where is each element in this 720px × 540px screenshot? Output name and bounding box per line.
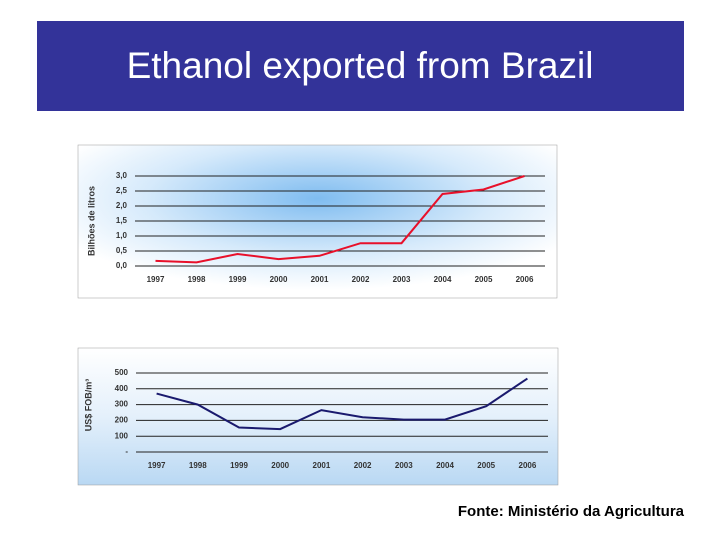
- x-tick-label: 1997: [148, 461, 166, 470]
- x-tick-label: 1998: [188, 275, 206, 284]
- y-tick-label: 2,0: [116, 201, 128, 210]
- x-tick-label: 2005: [475, 275, 493, 284]
- y-tick-label: -: [125, 447, 128, 456]
- x-tick-label: 1999: [229, 275, 247, 284]
- x-tick-label: 2002: [352, 275, 370, 284]
- source-note: Fonte: Ministério da Agricultura: [458, 503, 685, 520]
- chart-panel: [77, 347, 559, 486]
- y-axis-label: US$ FOB/m³: [83, 379, 93, 432]
- x-tick-label: 2006: [516, 275, 534, 284]
- x-tick-label: 2001: [311, 275, 329, 284]
- x-tick-label: 1998: [189, 461, 207, 470]
- y-tick-label: 200: [115, 416, 129, 425]
- x-tick-label: 2005: [477, 461, 495, 470]
- x-tick-label: 1997: [147, 275, 165, 284]
- y-tick-label: 100: [115, 431, 129, 440]
- x-tick-label: 2002: [354, 461, 372, 470]
- y-tick-label: 400: [115, 384, 129, 393]
- x-tick-label: 2003: [393, 275, 411, 284]
- data-line: [156, 377, 528, 431]
- x-tick-label: 2003: [395, 461, 413, 470]
- y-tick-label: 1,5: [116, 216, 128, 225]
- x-tick-label: 2004: [436, 461, 454, 470]
- y-tick-label: 500: [115, 368, 129, 377]
- data-line: [155, 175, 525, 264]
- y-tick-label: 0,0: [116, 261, 128, 270]
- x-tick-label: 2006: [519, 461, 537, 470]
- x-tick-label: 2000: [270, 275, 288, 284]
- x-tick-label: 1999: [230, 461, 248, 470]
- slide-title: Ethanol exported from Brazil: [127, 45, 594, 86]
- y-tick-label: 0,5: [116, 246, 128, 255]
- y-tick-label: 300: [115, 400, 129, 409]
- x-tick-label: 2004: [434, 275, 452, 284]
- y-axis-label: Bilhões de litros: [86, 186, 96, 256]
- x-tick-label: 2000: [271, 461, 289, 470]
- y-tick-label: 3,0: [116, 171, 128, 180]
- y-tick-label: 2,5: [116, 186, 128, 195]
- title-banner: [37, 21, 684, 111]
- y-tick-label: 1,0: [116, 231, 128, 240]
- x-tick-label: 2001: [313, 461, 331, 470]
